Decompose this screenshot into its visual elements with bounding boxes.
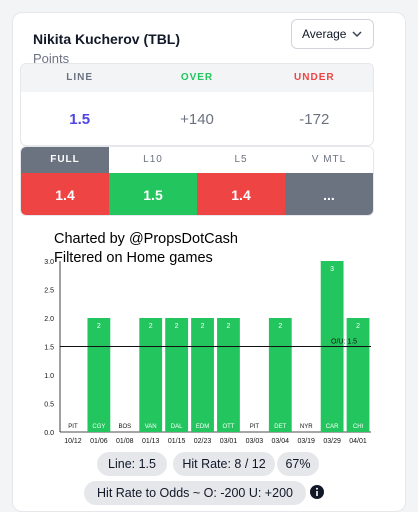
- hit-rate-pill: Hit Rate: 8 / 12: [173, 452, 275, 476]
- x-tick-label: 03/01: [220, 438, 238, 445]
- ou-line-label: O/U: 1.5: [331, 339, 357, 346]
- games-chart: 0.0 0.5 1.0 1.5 2.0 2.5 3.0 PIT 10/12 2 CGY 01/06 BO…: [20, 228, 374, 446]
- bar-opponent-label: CAR: [326, 424, 339, 430]
- odds-line-value: 1.5: [69, 111, 91, 128]
- x-tick-label: 01/06: [90, 438, 108, 445]
- bar-opponent-label: DAL: [171, 424, 183, 430]
- chart-title-line2: Filtered on Home games: [54, 250, 213, 266]
- chevron-down-icon: [352, 31, 362, 38]
- split-selector: FULL L10 L5 V MTL 1.4 1.5 1.4 ...: [20, 146, 374, 216]
- y-tick-label: 1.0: [44, 373, 54, 380]
- bar-opponent-label: PIT: [250, 424, 260, 430]
- x-tick-label: 10/12: [64, 438, 82, 445]
- x-tick-label: 03/03: [246, 438, 264, 445]
- bar: [346, 318, 370, 432]
- bar: [87, 318, 111, 432]
- bar-value-label: 2: [201, 323, 205, 330]
- x-tick-label: 03/04: [272, 438, 290, 445]
- aggregate-dropdown[interactable]: Average: [291, 19, 374, 49]
- bar: [217, 318, 240, 432]
- split-value-l5[interactable]: 1.4: [197, 173, 285, 215]
- y-tick-label: 3.0: [44, 259, 54, 266]
- bar: [191, 318, 214, 432]
- dropdown-value: Average: [302, 27, 347, 41]
- bar-opponent-label: OTT: [222, 424, 234, 430]
- y-tick-label: 2.5: [44, 288, 54, 295]
- bar: [268, 318, 292, 432]
- hit-rate-odds-pill: Hit Rate to Odds ~ O: -200 U: +200: [84, 481, 306, 505]
- player-name: Nikita Kucherov (TBL): [33, 31, 181, 47]
- split-values: 1.4 1.5 1.4 ...: [21, 173, 373, 215]
- bar: [165, 318, 189, 432]
- bar-opponent-label: NYR: [300, 424, 313, 430]
- bar-opponent-label: VAN: [145, 424, 157, 430]
- tab-full[interactable]: FULL: [21, 147, 109, 173]
- bar-value-label: 2: [227, 323, 231, 330]
- split-tabs: FULL L10 L5 V MTL: [21, 147, 373, 173]
- odds-table: LINE OVER UNDER 1.5 +140 -172: [20, 63, 374, 146]
- chart-title-line1: Charted by @PropsDotCash: [54, 231, 238, 247]
- bar-value-label: 2: [97, 323, 101, 330]
- bar-opponent-label: PIT: [68, 424, 78, 430]
- info-icon[interactable]: [310, 485, 324, 499]
- bar-opponent-label: DET: [274, 424, 286, 430]
- x-tick-label: 02/23: [194, 438, 212, 445]
- x-tick-label: 01/15: [168, 438, 186, 445]
- bar-value-label: 3: [330, 266, 334, 273]
- tab-l5[interactable]: L5: [234, 154, 248, 165]
- bar-opponent-label: BOS: [118, 424, 131, 430]
- x-tick-label: 01/13: [142, 438, 160, 445]
- bar-opponent-label: CGY: [92, 424, 105, 430]
- x-tick-label: 04/01: [349, 438, 367, 445]
- split-value-full[interactable]: 1.4: [21, 173, 109, 215]
- bar-value-label: 2: [356, 323, 360, 330]
- odds-header-row: LINE OVER UNDER: [21, 64, 373, 92]
- bar-chart: 0.0 0.5 1.0 1.5 2.0 2.5 3.0 PIT 10/12 2 CGY 01/06 BO…: [44, 259, 371, 445]
- line-pill: Line: 1.5: [97, 452, 167, 476]
- tab-l10[interactable]: L10: [143, 154, 163, 165]
- odds-value-row: 1.5 +140 -172: [21, 92, 373, 145]
- chart-title: Charted by @PropsDotCash Filtered on Hom…: [54, 230, 238, 268]
- tab-v-mtl[interactable]: V MTL: [311, 154, 347, 165]
- odds-over-value: +140: [180, 111, 214, 128]
- x-tick-label: 01/08: [116, 438, 134, 445]
- x-tick-label: 03/29: [323, 438, 341, 445]
- odds-header-under: UNDER: [294, 72, 335, 83]
- split-value-v-mtl[interactable]: ...: [285, 173, 373, 215]
- bar-value-label: 2: [278, 323, 282, 330]
- y-tick-label: 2.0: [44, 316, 54, 323]
- x-tick-label: 03/19: [297, 438, 315, 445]
- odds-header-over: OVER: [180, 72, 214, 83]
- bar-value-label: 2: [175, 323, 179, 330]
- odds-under-value: -172: [299, 111, 330, 128]
- stat-name: Points: [33, 51, 70, 66]
- bar: [139, 318, 163, 432]
- y-tick-label: 0.5: [44, 402, 54, 409]
- bar-value-label: 2: [149, 323, 153, 330]
- y-tick-label: 0.0: [44, 430, 54, 437]
- y-tick-label: 1.5: [44, 345, 54, 352]
- split-value-l10[interactable]: 1.5: [109, 173, 197, 215]
- odds-header-line: LINE: [66, 72, 94, 83]
- bar-opponent-label: EDM: [196, 424, 209, 430]
- bar-opponent-label: CHI: [353, 424, 364, 430]
- hit-pct-pill: 67%: [277, 452, 319, 476]
